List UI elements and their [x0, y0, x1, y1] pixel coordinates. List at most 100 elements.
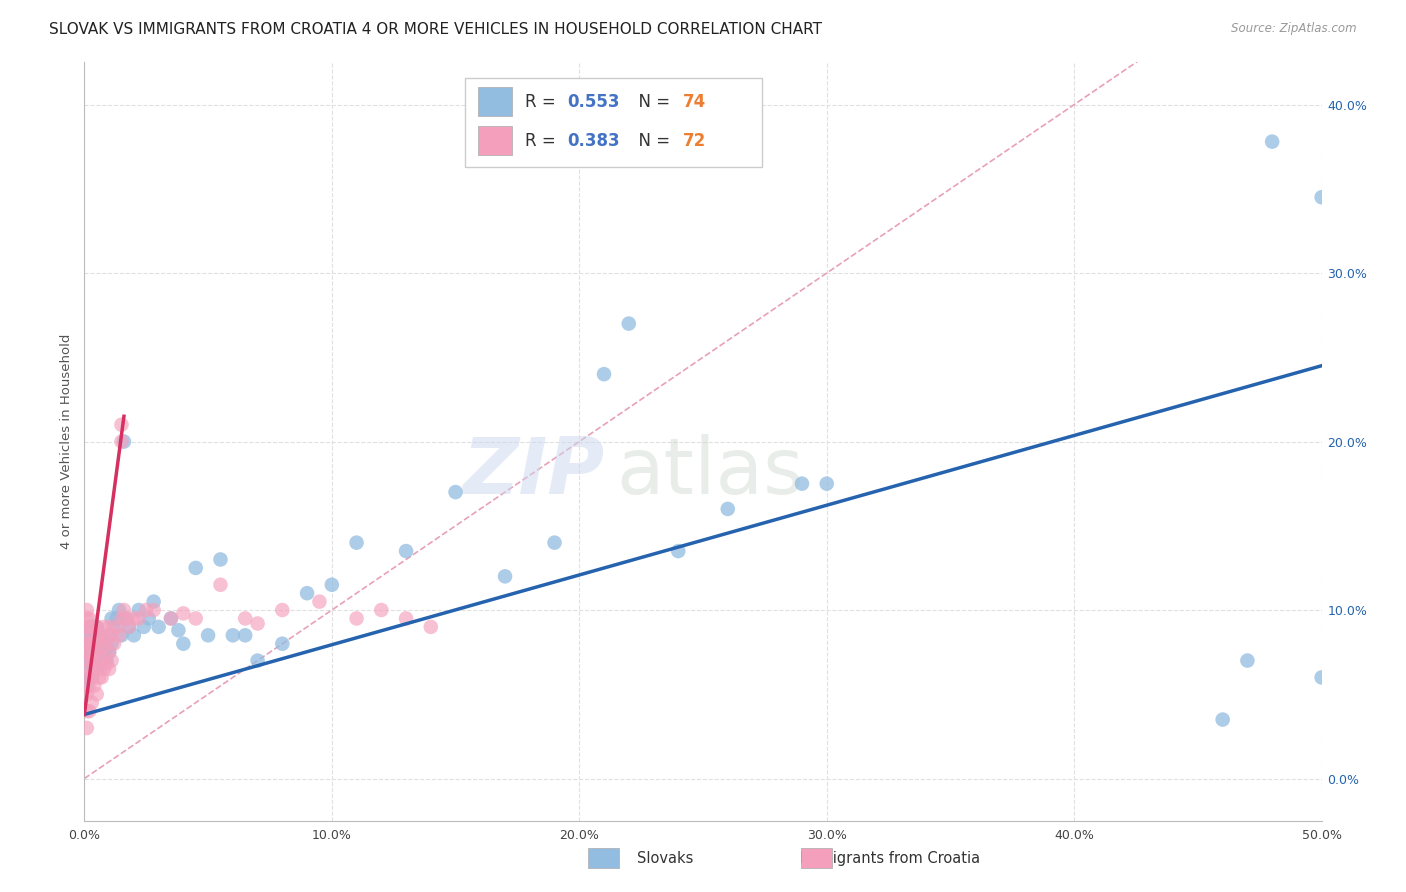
- Point: [76, 687, 98, 701]
- Point: [86, 650, 108, 665]
- Point: [90, 628, 112, 642]
- Text: N =: N =: [627, 93, 675, 111]
- Point: [717, 502, 740, 516]
- Text: N =: N =: [627, 131, 675, 150]
- Point: [96, 633, 118, 648]
- Point: [209, 578, 232, 592]
- Point: [246, 616, 269, 631]
- FancyBboxPatch shape: [465, 78, 762, 167]
- Point: [98, 628, 121, 642]
- Point: [110, 611, 132, 625]
- Point: [167, 624, 190, 638]
- Point: [76, 603, 98, 617]
- Point: [98, 620, 121, 634]
- Point: [115, 611, 138, 625]
- Point: [80, 645, 103, 659]
- Point: [86, 637, 108, 651]
- Point: [790, 476, 813, 491]
- FancyBboxPatch shape: [478, 87, 512, 116]
- Point: [79, 704, 101, 718]
- Point: [93, 637, 115, 651]
- Point: [76, 721, 98, 735]
- Text: SLOVAK VS IMMIGRANTS FROM CROATIA 4 OR MORE VEHICLES IN HOUSEHOLD CORRELATION CH: SLOVAK VS IMMIGRANTS FROM CROATIA 4 OR M…: [49, 22, 823, 37]
- Point: [395, 611, 418, 625]
- Point: [79, 637, 101, 651]
- Point: [222, 628, 245, 642]
- Point: [96, 657, 118, 671]
- Point: [543, 535, 565, 549]
- Point: [128, 603, 150, 617]
- Point: [100, 628, 122, 642]
- Point: [617, 317, 640, 331]
- Point: [246, 654, 269, 668]
- Point: [1261, 135, 1284, 149]
- Point: [98, 662, 121, 676]
- Point: [308, 594, 330, 608]
- Point: [321, 578, 343, 592]
- Point: [79, 628, 101, 642]
- Point: [118, 620, 141, 634]
- Point: [100, 637, 122, 651]
- Point: [89, 670, 111, 684]
- Point: [100, 611, 122, 625]
- Point: [86, 662, 108, 676]
- Point: [90, 645, 112, 659]
- Point: [142, 594, 165, 608]
- Point: [83, 628, 105, 642]
- Point: [80, 637, 103, 651]
- Point: [103, 637, 125, 651]
- Point: [86, 662, 108, 676]
- Point: [76, 654, 98, 668]
- Point: [83, 679, 105, 693]
- Point: [80, 670, 103, 684]
- Point: [76, 679, 98, 693]
- Point: [105, 620, 128, 634]
- Point: [93, 662, 115, 676]
- Point: [271, 637, 294, 651]
- Point: [815, 476, 838, 491]
- Point: [112, 603, 135, 617]
- Point: [90, 633, 112, 648]
- Point: [89, 633, 111, 648]
- Point: [76, 611, 98, 625]
- Point: [83, 637, 105, 651]
- Point: [76, 654, 98, 668]
- Point: [172, 607, 194, 621]
- Point: [370, 603, 392, 617]
- Point: [86, 620, 108, 634]
- Point: [122, 611, 145, 625]
- Point: [142, 603, 165, 617]
- Point: [233, 628, 256, 642]
- Point: [295, 586, 318, 600]
- Text: R =: R =: [524, 93, 561, 111]
- Point: [79, 620, 101, 634]
- Point: [80, 657, 103, 671]
- Point: [86, 640, 108, 654]
- Point: [80, 654, 103, 668]
- Point: [172, 637, 194, 651]
- Point: [98, 645, 121, 659]
- Point: [79, 645, 101, 659]
- Point: [89, 640, 111, 654]
- Point: [160, 611, 183, 625]
- Point: [79, 679, 101, 693]
- Text: ZIP: ZIP: [461, 434, 605, 510]
- Point: [346, 535, 368, 549]
- Point: [209, 552, 232, 566]
- Point: [108, 603, 131, 617]
- Point: [76, 637, 98, 651]
- Point: [184, 561, 207, 575]
- Point: [100, 654, 122, 668]
- Point: [108, 628, 131, 642]
- Point: [79, 662, 101, 676]
- Text: 72: 72: [683, 131, 706, 150]
- Point: [86, 687, 108, 701]
- Point: [83, 654, 105, 668]
- Point: [1212, 713, 1234, 727]
- Point: [83, 645, 105, 659]
- Point: [103, 620, 125, 634]
- Point: [80, 670, 103, 684]
- Point: [110, 628, 132, 642]
- Point: [118, 620, 141, 634]
- Point: [83, 662, 105, 676]
